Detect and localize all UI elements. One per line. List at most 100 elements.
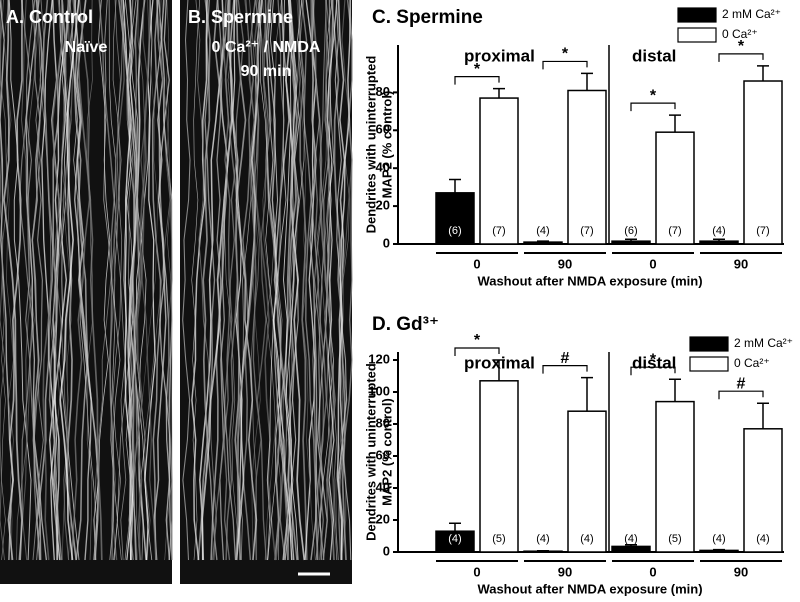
fiber <box>128 0 139 561</box>
legend-swatch <box>689 336 729 352</box>
y-tick-label: 0 <box>383 543 390 558</box>
x-axis-label: Washout after NMDA exposure (min) <box>477 581 702 596</box>
fiber <box>235 0 263 561</box>
x-tick-label: 0 <box>473 256 480 271</box>
fiber <box>108 0 125 561</box>
panel-title: B. Spermine <box>188 7 293 27</box>
significance-bracket <box>542 60 588 70</box>
fiber <box>25 0 48 561</box>
group-label: distal <box>632 46 676 65</box>
fiber <box>76 0 100 561</box>
n-label: (5) <box>492 533 505 545</box>
n-label: (6) <box>624 225 637 237</box>
fiber <box>158 0 171 561</box>
significance-label: * <box>738 38 745 55</box>
fiber <box>266 0 282 561</box>
legend-label: 0 Ca²⁺ <box>722 27 758 41</box>
significance-bracket <box>542 365 588 374</box>
fiber <box>245 0 267 561</box>
y-tick-label: 0 <box>383 235 390 250</box>
n-label: (4) <box>712 533 725 545</box>
y-tick-label: 60 <box>376 447 390 462</box>
fiber <box>70 0 91 561</box>
fiber <box>309 0 318 561</box>
bar <box>611 545 651 553</box>
fiber <box>56 0 73 561</box>
fiber <box>258 0 280 561</box>
bar <box>743 428 783 553</box>
fiber <box>284 0 298 561</box>
n-label: (4) <box>756 533 769 545</box>
fiber <box>199 0 225 561</box>
bar <box>479 97 519 245</box>
x-tick-label: 0 <box>649 564 656 579</box>
fiber <box>42 0 63 561</box>
legend-label: 2 mM Ca²⁺ <box>734 336 793 350</box>
fiber <box>182 0 191 561</box>
chart-title: C. Spermine <box>372 7 483 28</box>
significance-label: * <box>562 46 569 63</box>
fiber <box>191 0 208 561</box>
fiber <box>324 0 339 561</box>
fiber <box>235 0 261 561</box>
fiber <box>304 0 317 561</box>
fiber <box>25 0 41 561</box>
fiber <box>126 0 146 561</box>
fiber <box>0 0 8 561</box>
x-tick-label: 90 <box>734 564 748 579</box>
fiber <box>74 0 92 561</box>
condition-label: Naïve <box>65 39 108 56</box>
error-bar <box>493 87 505 99</box>
fiber <box>31 0 44 561</box>
fiber <box>42 0 63 561</box>
significance-bracket <box>454 347 500 356</box>
condition-label: 90 min <box>241 63 292 80</box>
fiber <box>265 0 289 561</box>
chart-title: D. Gd³⁺ <box>372 314 439 335</box>
fiber <box>223 0 242 561</box>
error-bar <box>493 359 505 381</box>
fiber <box>197 0 211 561</box>
fiber <box>288 0 305 561</box>
fiber <box>70 0 89 561</box>
y-tick-label: 80 <box>376 84 390 99</box>
fiber <box>262 0 278 561</box>
y-axis-label: Dendrites with uninterrupted <box>363 56 378 234</box>
y-tick-label: 40 <box>376 479 390 494</box>
fiber <box>41 0 56 561</box>
fiber <box>151 0 162 561</box>
significance-label: * <box>474 61 481 78</box>
fiber <box>223 0 244 561</box>
condition-label: 0 Ca²⁺ / NMDA <box>212 39 321 56</box>
y-axis-label: MAP2 (% control) <box>379 398 394 506</box>
fiber <box>31 0 44 561</box>
error-bar <box>625 544 637 547</box>
fiber <box>296 0 316 561</box>
n-label: (4) <box>536 533 549 545</box>
n-label: (4) <box>624 533 637 545</box>
significance-label: * <box>650 87 657 104</box>
error-bar <box>757 65 769 82</box>
fiber <box>3 0 23 561</box>
y-tick-label: 40 <box>376 160 390 175</box>
error-bar <box>581 72 593 91</box>
fiber <box>287 0 298 561</box>
error-bar <box>713 238 725 242</box>
significance-label: * <box>474 332 481 349</box>
fiber <box>229 0 258 561</box>
significance-bracket <box>718 53 764 62</box>
fiber <box>191 0 201 561</box>
bar <box>655 400 695 553</box>
fiber <box>124 0 153 561</box>
y-tick-label: 100 <box>368 383 390 398</box>
n-label: (4) <box>580 533 593 545</box>
error-bar <box>625 238 637 242</box>
fiber <box>116 0 127 561</box>
y-tick-label: 20 <box>376 511 390 526</box>
bar <box>479 380 519 553</box>
fiber <box>140 0 157 561</box>
bar <box>523 241 563 245</box>
legend-swatch <box>689 356 729 372</box>
error-bar <box>537 240 549 243</box>
n-label: (7) <box>580 225 593 237</box>
